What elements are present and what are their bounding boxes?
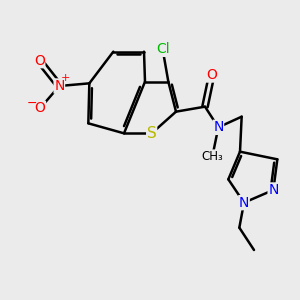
Text: O: O: [34, 101, 45, 115]
Text: O: O: [206, 68, 217, 82]
Text: CH₃: CH₃: [202, 150, 224, 163]
Text: +: +: [61, 73, 70, 82]
Text: O: O: [34, 54, 45, 68]
Text: −: −: [26, 97, 37, 110]
Text: N: N: [54, 79, 64, 93]
Text: N: N: [213, 120, 224, 134]
Text: S: S: [147, 126, 157, 141]
Text: Cl: Cl: [156, 42, 169, 56]
Text: N: N: [239, 196, 249, 210]
Text: N: N: [268, 183, 278, 197]
